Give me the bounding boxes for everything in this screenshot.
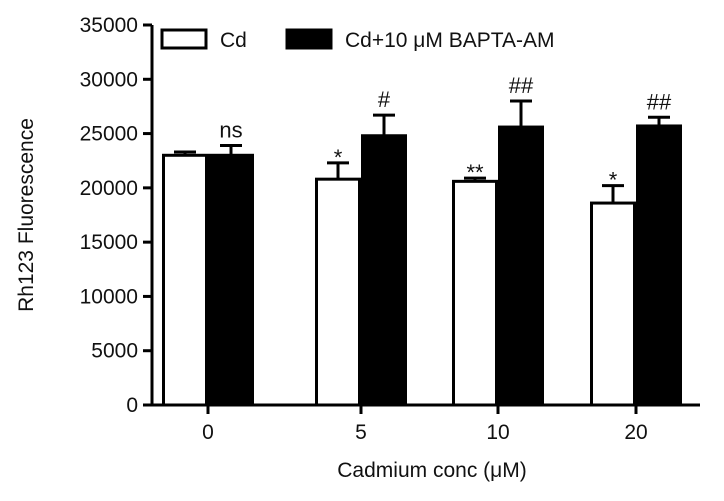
- bar-cd-bapta-20: [636, 124, 682, 407]
- y-tick-label: 20000: [80, 177, 138, 200]
- bar-cd-20: [590, 201, 636, 407]
- x-tick-label: 5: [355, 421, 367, 444]
- legend-label-cd: Cd: [220, 29, 247, 52]
- legend-label-cd-bapta: Cd+10 μM BAPTA-AM: [345, 29, 555, 52]
- y-axis-title: Rh123 Fluorescence: [15, 118, 38, 312]
- y-tick-label: 30000: [80, 68, 138, 91]
- legend-swatch-cd-bapta: [285, 28, 333, 50]
- legend: Cd Cd+10 μM BAPTA-AM: [160, 28, 555, 52]
- bar-cd-bapta-10: [498, 125, 544, 407]
- bars: [162, 99, 682, 407]
- significance-label: **: [466, 160, 484, 185]
- bar-cd-10: [452, 179, 498, 407]
- y-tick-label: 10000: [80, 285, 138, 308]
- significance-label: ns: [219, 118, 242, 143]
- y-tick-label: 35000: [80, 14, 138, 37]
- y-tick-label: 5000: [91, 340, 138, 363]
- bar-cd-bapta-5: [361, 134, 407, 407]
- legend-swatch-cd: [160, 28, 208, 50]
- y-tick-label: 25000: [80, 123, 138, 146]
- significance-label: #: [378, 87, 391, 112]
- x-tick-label: 20: [624, 421, 647, 444]
- bar-cd-bapta-0: [208, 153, 254, 407]
- significance-label: *: [334, 145, 343, 170]
- significance-label: ##: [647, 89, 672, 114]
- axes: 0 5000 10000 15000 20000 25000 30000 35000 0 5 10 2…: [80, 14, 700, 444]
- x-tick-label: 10: [486, 421, 509, 444]
- x-tick-label: 0: [202, 421, 214, 444]
- x-axis-title: Cadmium conc (μM): [337, 459, 526, 482]
- bar-cd-0: [162, 153, 208, 407]
- bar-cd-5: [315, 177, 361, 407]
- significance-annotations: *** *ns#####: [219, 73, 672, 193]
- y-tick-label: 0: [126, 394, 138, 417]
- y-tick-label: 15000: [80, 231, 138, 254]
- significance-label: ##: [509, 73, 534, 98]
- significance-label: *: [609, 168, 618, 193]
